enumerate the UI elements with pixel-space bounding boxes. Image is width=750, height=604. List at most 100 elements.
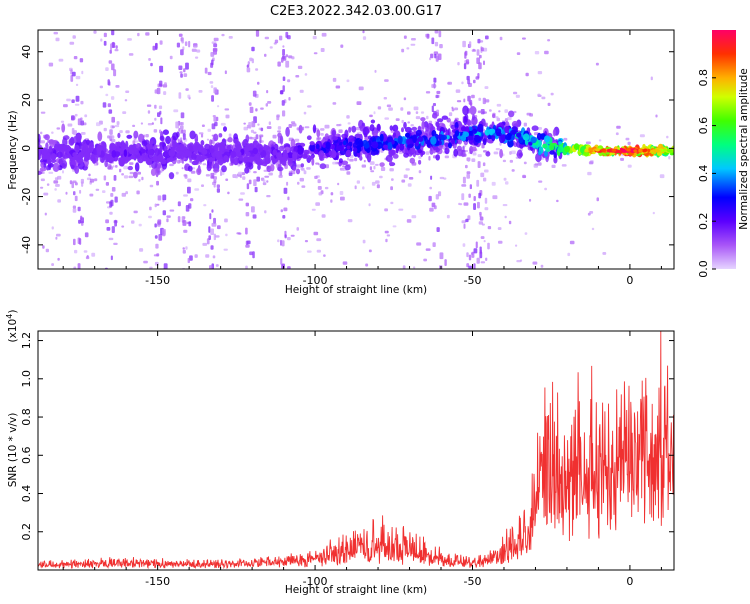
spectrogram-cell [141,140,148,147]
spectrogram-cell [588,147,592,152]
spectrogram-cell [111,63,115,71]
spectrogram-cell [373,165,376,170]
spectrogram-cell [210,85,214,89]
spectrogram-cell [127,165,133,171]
spectrogram-cell [159,142,163,147]
spectrogram-cell [468,126,473,131]
spectrogram-cell [439,44,443,49]
spectrogram-cell [85,256,90,260]
spectrogram-cell [654,149,660,153]
spectrogram-cell [347,122,351,125]
spectrogram-cell [111,125,115,129]
spectrogram-cell [345,149,352,158]
spectrogram-cell [53,31,58,35]
spectrogram-cell [318,150,325,158]
spectrogram-cell [224,70,227,75]
spectrogram-cell [544,135,551,143]
spectrogram-cell [134,140,139,143]
spectrogram-cell [110,43,113,51]
spectrogram-cell [332,102,337,105]
spectrogram-cell [208,144,215,154]
spectrogram-cell [483,177,487,182]
spectrogram-cell [515,94,520,98]
spectrogram-cell [71,115,75,121]
spectrogram-cell [162,194,167,201]
spectrogram-cell [105,219,109,224]
spectrogram-cell [480,172,485,178]
spectrogram-cell [109,49,112,54]
spectrogram-cell [103,40,107,46]
snr-ytick-label: 1.0 [20,370,33,388]
spectrogram-ytick-label: -20 [20,188,33,206]
spectrogram-cell [147,149,155,156]
spectrogram-cell [484,86,489,89]
spectrogram-cell [55,236,58,240]
spectrogram-cell [145,134,149,138]
spectrogram-cell [136,190,140,195]
spectrogram-cell [356,101,362,105]
spectrogram-cell [438,30,442,38]
spectrogram-cell [461,193,465,201]
spectrogram-cell [43,192,49,196]
spectrogram-cell [359,125,364,132]
spectrogram-cell [499,148,503,159]
snr-frame [37,330,675,571]
spectrogram-cell [280,209,283,213]
spectrogram-cell [178,33,183,37]
spectrogram-cell [320,128,325,131]
spectrogram-cell [71,182,74,189]
spectrogram-cell [502,204,508,207]
spectrogram-cell [149,184,154,188]
spectrogram-cell [46,183,50,186]
spectrogram-cell [433,77,437,83]
spectrogram-cell [335,85,341,89]
spectrogram-cell [353,142,357,149]
spectrogram-cell [187,186,191,194]
spectrogram-cell [281,240,285,247]
spectrogram-cell [154,104,157,109]
spectrogram-cell [57,199,61,203]
spectrogram-cell [476,257,480,264]
spectrogram-cell [110,199,114,207]
spectrogram-cell [280,258,283,265]
spectrogram-cell [513,110,517,114]
spectrogram-cell [304,73,308,76]
spectrogram-cell [243,126,248,131]
spectrogram-cell [369,124,375,132]
spectrogram-cell [162,210,166,216]
spectrogram-cell [389,160,393,167]
spectrogram-cell [483,150,487,153]
spectrogram-cell [228,133,232,138]
spectrogram-cell [277,126,282,130]
spectrogram-cell [111,226,115,233]
spectrogram-cell [157,219,162,225]
spectrogram-cell [487,226,492,230]
spectrogram-cell [233,133,239,141]
spectrogram-cell [312,35,317,40]
spectrogram-cell [122,111,127,114]
spectrogram-cell [67,123,73,127]
spectrogram-cell [185,88,189,91]
spectrogram-cell [75,83,79,86]
spectrogram-cell [312,124,317,134]
spectrogram-cell [465,164,468,169]
spectrogram-cell [257,81,260,85]
colorbar-tick-label: 0.2 [697,212,710,230]
spectrogram-cell [395,118,400,121]
spectrogram-cell [249,137,254,140]
spectrogram-cell [491,181,496,186]
spectrogram-cell [217,158,224,166]
spectrogram-cell [650,76,653,81]
spectrogram-cell [462,146,465,152]
spectrogram-cell [155,167,159,178]
spectrogram-cell [563,137,568,141]
spectrogram-cell [317,137,322,140]
spectrogram-cell [54,177,59,181]
spectrogram-cell [425,91,431,94]
spectrogram-cell [247,64,250,68]
spectrogram-cell [245,202,249,207]
spectrogram-cell [363,133,368,138]
spectrogram-cell [62,154,70,159]
snr-xtick-label: -150 [145,575,170,588]
spectrogram-cell [297,181,300,185]
